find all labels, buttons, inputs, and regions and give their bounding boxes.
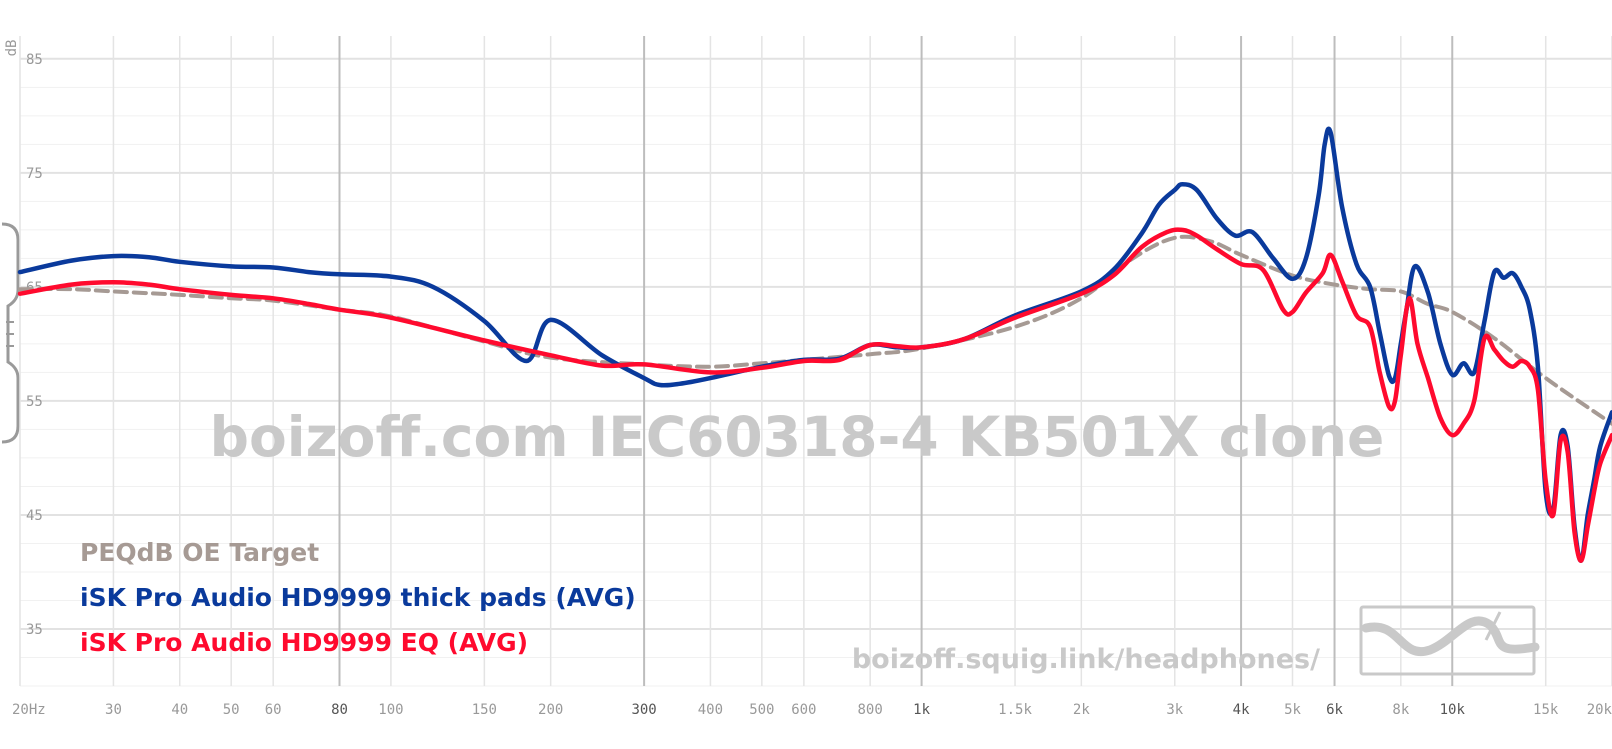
legend-entry-eq[interactable]: iSK Pro Audio HD9999 EQ (AVG) [80, 628, 528, 657]
sidebar-drag-handle-icon[interactable] [1, 222, 20, 444]
legend-entry-thick-pads[interactable]: iSK Pro Audio HD9999 thick pads (AVG) [80, 583, 636, 612]
x-tick-label: 20Hz [12, 702, 46, 718]
y-tick-label: 45 [26, 508, 43, 524]
x-tick-label: 80 [331, 702, 348, 718]
y-tick-label: 35 [26, 622, 43, 638]
series-lines [17, 126, 1612, 563]
x-tick-label: 50 [223, 702, 240, 718]
legend: PEQdB OE Target iSK Pro Audio HD9999 thi… [80, 538, 636, 657]
series-line-eq[interactable] [17, 227, 1612, 563]
squiglink-wave-logo-icon [1359, 605, 1540, 676]
x-tick-label: 20k [1587, 702, 1612, 718]
y-tick-label: 85 [26, 52, 43, 68]
x-tick-label: 2k [1073, 702, 1090, 718]
watermark-title: boizoff.com IEC60318-4 KB501X clone [210, 405, 1385, 469]
x-axis-ticks: 20Hz 30 40 50 60 80 100 150 200 300 400 500 600 800 1k… [12, 702, 1612, 718]
x-tick-label: 1.5k [998, 702, 1032, 718]
x-tick-label: 500 [749, 702, 774, 718]
x-tick-label: 8k [1392, 702, 1409, 718]
x-tick-label: 3k [1166, 702, 1183, 718]
x-tick-label: 800 [858, 702, 883, 718]
chart-grid [19, 36, 1612, 687]
legend-entry-target[interactable]: PEQdB OE Target [80, 538, 319, 567]
x-tick-label: 4k [1233, 702, 1250, 718]
x-tick-label: 5k [1284, 702, 1301, 718]
x-tick-label: 40 [171, 702, 188, 718]
x-tick-label: 100 [378, 702, 403, 718]
x-tick-label: 1k [913, 702, 930, 718]
x-tick-label: 600 [791, 702, 816, 718]
x-tick-label: 60 [265, 702, 282, 718]
x-tick-label: 10k [1440, 702, 1466, 718]
x-tick-label: 300 [631, 702, 656, 718]
x-tick-label: 200 [538, 702, 563, 718]
y-axis-label: dB [4, 40, 20, 57]
x-tick-label: 400 [698, 702, 723, 718]
x-tick-label: 15k [1533, 702, 1559, 718]
x-tick-label: 30 [105, 702, 122, 718]
watermark-url: boizoff.squig.link/headphones/ [852, 644, 1320, 675]
x-tick-label: 150 [472, 702, 497, 718]
y-tick-label: 75 [26, 166, 43, 182]
x-tick-label: 6k [1326, 702, 1343, 718]
y-tick-label: 55 [26, 394, 43, 410]
